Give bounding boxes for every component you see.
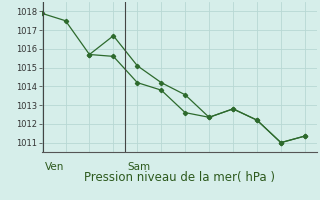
X-axis label: Pression niveau de la mer( hPa ): Pression niveau de la mer( hPa ) xyxy=(84,171,275,184)
Text: Sam: Sam xyxy=(127,162,150,172)
Text: Ven: Ven xyxy=(45,162,64,172)
